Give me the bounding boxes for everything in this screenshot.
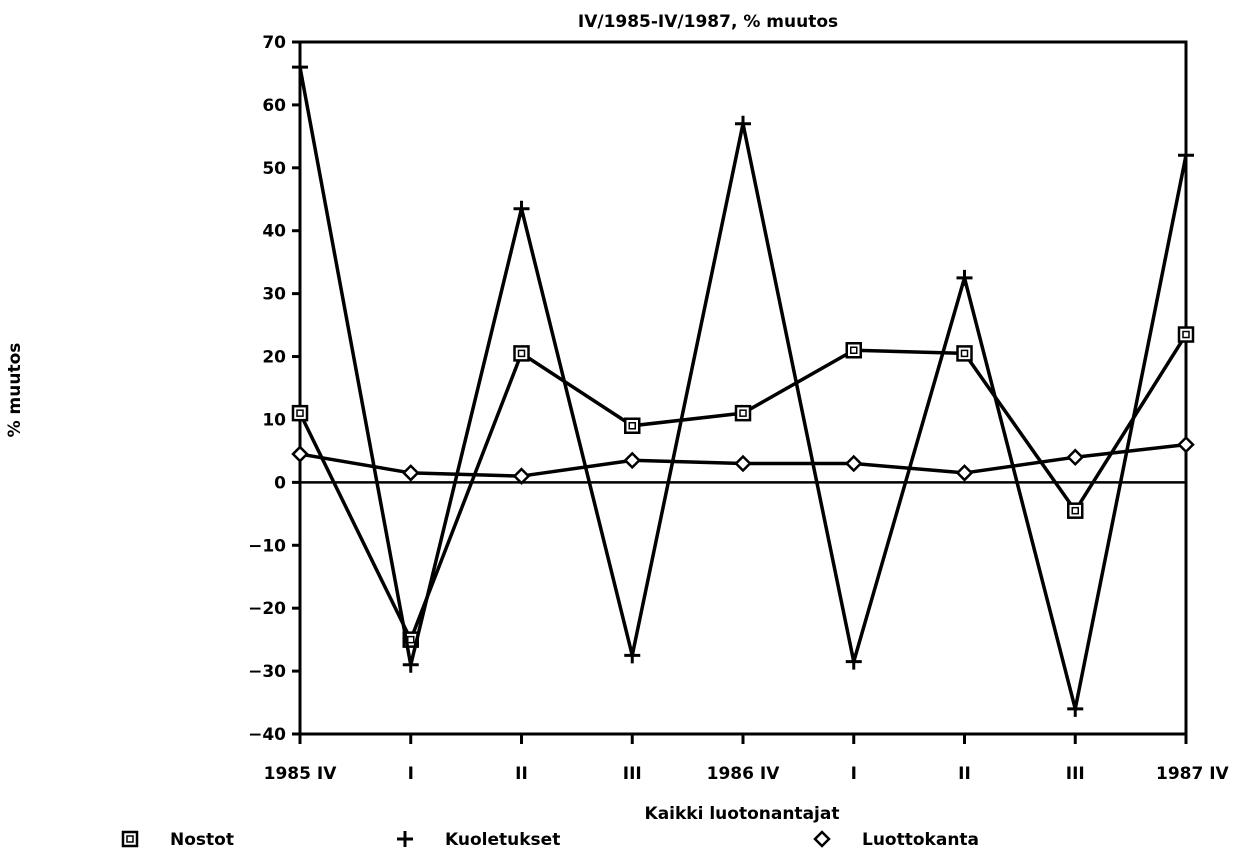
legend: Nostot Kuoletukset Luottokanta <box>121 830 979 850</box>
data-point <box>1177 326 1195 343</box>
legend-label: Kuoletukset <box>445 830 560 850</box>
x-tick-label: II <box>958 764 971 784</box>
y-tick-label: 30 <box>262 285 286 305</box>
data-point <box>734 404 752 422</box>
data-point <box>624 417 641 434</box>
y-tick-label: −30 <box>248 662 286 682</box>
y-axis-title: % muutos <box>5 343 25 438</box>
x-tick-label: II <box>515 764 528 784</box>
data-point <box>402 656 419 673</box>
legend-marker <box>121 830 139 848</box>
series-luottokanta <box>291 435 1195 485</box>
data-point <box>735 115 751 132</box>
data-point <box>291 445 309 463</box>
y-tick-label: 70 <box>262 33 286 53</box>
x-tick-label: 1987 IV <box>1156 764 1230 784</box>
x-tick-label: III <box>623 764 642 784</box>
legend-marker <box>397 831 413 847</box>
y-tick-label: 50 <box>262 159 286 179</box>
data-point <box>292 59 308 76</box>
data-point <box>956 269 973 286</box>
y-tick-label: 60 <box>262 96 286 116</box>
legend-item: Kuoletukset <box>397 830 560 850</box>
data-point <box>624 647 641 664</box>
y-tick-label: 20 <box>262 348 286 368</box>
y-axis-ticks: 70 60 50 40 30 20 10 0 −10 −20 −30 −40 <box>248 33 300 745</box>
data-point <box>1178 147 1194 164</box>
x-tick-label: 1985 IV <box>264 764 338 784</box>
legend-label: Nostot <box>170 830 234 850</box>
x-tick-label: 1986 IV <box>707 764 781 784</box>
data-point <box>1067 502 1084 519</box>
series-line <box>298 66 1188 711</box>
x-tick-label: I <box>408 764 414 784</box>
data-point <box>1066 448 1085 466</box>
y-tick-label: 40 <box>262 222 286 242</box>
y-tick-label: 10 <box>262 410 286 430</box>
x-tick-label: III <box>1066 764 1085 784</box>
data-point <box>844 454 863 473</box>
x-tick-label: I <box>851 764 857 784</box>
data-point <box>845 342 862 359</box>
y-tick-label: −40 <box>248 725 286 745</box>
y-tick-label: −10 <box>248 536 286 556</box>
legend-item: Nostot <box>121 830 234 850</box>
chart-title: IV/1985-IV/1987, % muutos <box>578 12 838 32</box>
data-point <box>1067 700 1084 717</box>
x-axis-title: Kaikki luotonantajat <box>645 804 840 824</box>
data-point <box>955 464 974 482</box>
y-tick-label: −20 <box>248 599 286 619</box>
data-point <box>734 454 752 473</box>
y-tick-label: 0 <box>274 473 286 493</box>
data-point <box>513 200 530 217</box>
data-point <box>845 653 862 670</box>
x-axis-ticks: 1985 IV I II III 1986 IV I II III 1987 IV <box>264 734 1230 784</box>
data-point <box>401 464 420 482</box>
data-point <box>1177 435 1195 454</box>
series-line <box>298 333 1188 642</box>
legend-item: Luottokanta <box>813 830 979 850</box>
data-point <box>513 345 530 362</box>
series-layer <box>291 59 1195 717</box>
plot-area <box>298 40 1188 736</box>
data-point <box>956 345 973 362</box>
data-point <box>623 451 642 470</box>
data-point <box>291 404 309 422</box>
data-point <box>512 467 531 485</box>
legend-label: Luottokanta <box>862 830 979 850</box>
series-kuoletukset <box>292 59 1194 717</box>
plot-frame <box>298 40 1188 736</box>
legend-marker <box>813 830 831 848</box>
